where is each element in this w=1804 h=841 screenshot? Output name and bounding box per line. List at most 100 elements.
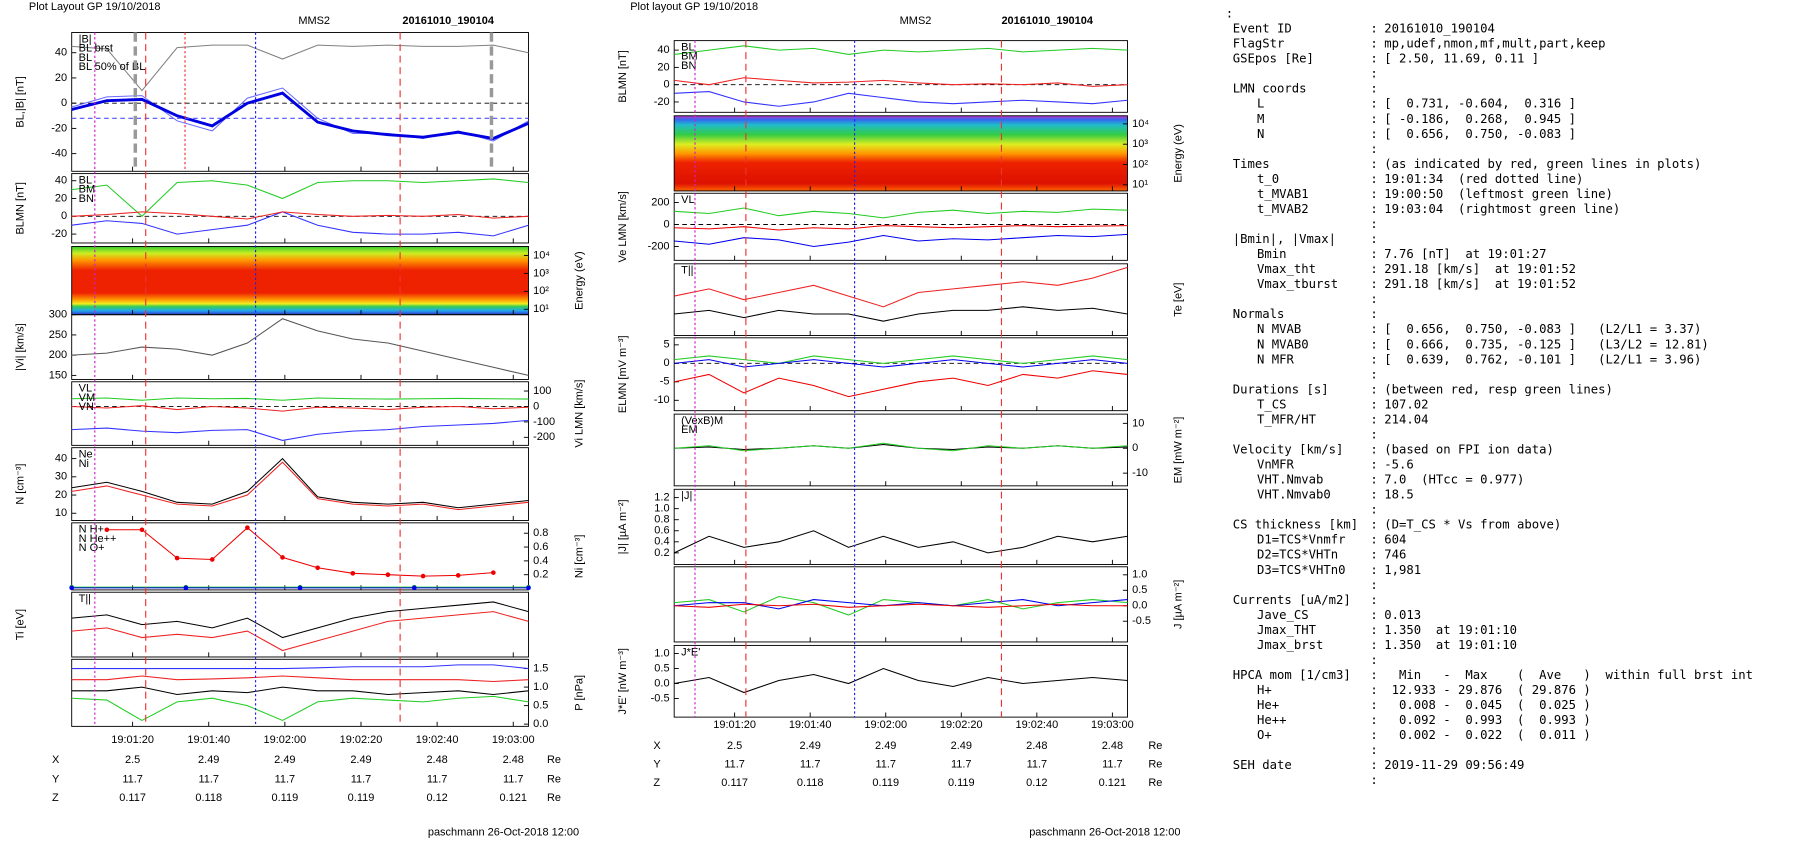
y-tick-label: -40: [51, 148, 67, 160]
panel-frame: [71, 173, 529, 244]
y-tick-label: -5: [660, 376, 670, 388]
info-key: T_CS: [1257, 397, 1287, 411]
panel-frame: [673, 566, 1128, 643]
ephemeris-value: 11.7: [875, 758, 896, 770]
info-value: 12.933 - 29.876 ( 29.876 ): [1384, 683, 1591, 697]
y-tick-label: 20: [657, 61, 669, 73]
y-tick-label: 10⁴: [1132, 118, 1149, 130]
spectrogram: [674, 115, 1128, 191]
layout-label: Plot layout GP 19/10/2018: [630, 1, 758, 13]
ephemeris-value: 2.49: [875, 740, 896, 752]
series-line: [674, 370, 1128, 398]
y-tick-label: 10: [1132, 417, 1144, 429]
info-key: O+: [1257, 728, 1272, 742]
series-line: [673, 530, 1128, 554]
y-tick-label: -10: [1132, 467, 1148, 479]
separator: :: [1370, 52, 1377, 66]
y-tick-label: 0.5: [533, 700, 548, 712]
series-line: [674, 266, 1128, 308]
series-line: [674, 225, 1128, 231]
ephemeris-value: 2.48: [1026, 740, 1047, 752]
y-axis-label: BLMN [nT]: [15, 182, 27, 234]
ephemeris-unit: Re: [547, 754, 561, 766]
info-value: 0.092 - 0.993 ( 0.993 ): [1384, 713, 1591, 727]
y-tick-label: 0: [663, 218, 669, 230]
legend-entry: N H+: [79, 524, 104, 536]
panel-frame: [673, 40, 1128, 113]
info-value: mp,udef,nmon,mf,mult,part,keep: [1384, 37, 1605, 51]
data-point: [455, 573, 461, 578]
info-value: (between red, resp green lines): [1384, 382, 1613, 396]
info-key: |Bmin|, |Vmax|: [1233, 232, 1336, 246]
spectrogram: [71, 246, 529, 315]
y-axis-label: J*E' [nW m⁻³]: [617, 648, 629, 714]
legend-entry: BN: [681, 60, 696, 72]
panel-frame: [71, 591, 529, 658]
y-axis-label: BLMN [nT]: [617, 50, 629, 102]
y-tick-label: 30: [55, 471, 67, 483]
series-line: [71, 91, 530, 140]
separator: :: [1370, 397, 1377, 411]
info-key: Event ID: [1233, 22, 1292, 36]
panel-frame: [71, 447, 529, 521]
y-tick-label: 1.0: [533, 681, 548, 693]
info-key: SEH date: [1233, 758, 1292, 772]
legend-entry: Ni: [79, 458, 89, 470]
event-id: 20161010_190104: [1001, 15, 1093, 27]
legend-entry: VN: [79, 401, 94, 413]
separator: :: [1370, 202, 1377, 216]
ephemeris-unit: Re: [1148, 740, 1162, 752]
info-value: (based on FPI ion data): [1384, 442, 1554, 456]
separator: :: [1370, 668, 1377, 682]
info-value: (D=T_CS * Vs from above): [1384, 518, 1561, 532]
info-value: [ 0.731, -0.604, 0.316 ]: [1384, 97, 1576, 111]
series-line: [674, 667, 1128, 694]
info-key: LMN coords: [1233, 82, 1307, 96]
legend-entry: BM: [79, 184, 95, 196]
series-line: [106, 526, 494, 577]
series-line: [674, 91, 1128, 107]
y-tick-label: -20: [654, 96, 670, 108]
ephemeris-value: 2.49: [274, 754, 295, 766]
info-key: N: [1257, 127, 1264, 141]
panel-frame: [673, 413, 1128, 487]
ephemeris-value: 0.119: [348, 792, 375, 804]
info-key: He++: [1257, 713, 1287, 727]
ephemeris-value: 2.5: [727, 740, 742, 752]
y-tick-label: 0.2: [533, 569, 548, 581]
y-tick-label: 1.0: [654, 503, 669, 515]
series-line: [71, 178, 529, 218]
ephemeris-value: 0.12: [426, 792, 447, 804]
data-point: [280, 555, 285, 560]
series-line: [71, 44, 529, 92]
ephemeris-value: 2.49: [951, 740, 972, 752]
y-axis-label: N [cm⁻³]: [15, 464, 27, 505]
y-tick-label: 10¹: [1132, 179, 1148, 191]
ephemeris-value: 2.48: [426, 754, 447, 766]
separator: :: [1370, 232, 1377, 246]
series-line: [71, 695, 529, 722]
legend-entry: BL: [79, 174, 92, 186]
info-value: 18.5: [1384, 488, 1414, 502]
ephemeris-value: 11.7: [427, 773, 448, 785]
separator: :: [1370, 427, 1377, 441]
info-key: HPCA mom [1/cm3]: [1233, 668, 1351, 682]
data-point: [104, 527, 110, 533]
data-point: [315, 565, 320, 571]
ephemeris-value: 0.121: [1099, 777, 1126, 789]
y-tick-label: 0: [663, 79, 669, 91]
separator: :: [1370, 22, 1377, 36]
y-tick-label: 0.8: [654, 514, 669, 526]
series-line: [71, 675, 529, 683]
info-value: 1,981: [1384, 563, 1421, 577]
y-tick-label: 0: [1132, 442, 1138, 454]
separator: :: [1370, 773, 1377, 787]
panel-frame: [673, 337, 1128, 412]
ephemeris-unit: Re: [547, 773, 561, 785]
series-line: [674, 355, 1128, 364]
y-tick-label: 10: [55, 507, 67, 519]
ephemeris-value: 11.7: [1027, 758, 1048, 770]
y-tick-label: 10²: [1132, 158, 1148, 170]
station: MMS2: [298, 15, 330, 27]
